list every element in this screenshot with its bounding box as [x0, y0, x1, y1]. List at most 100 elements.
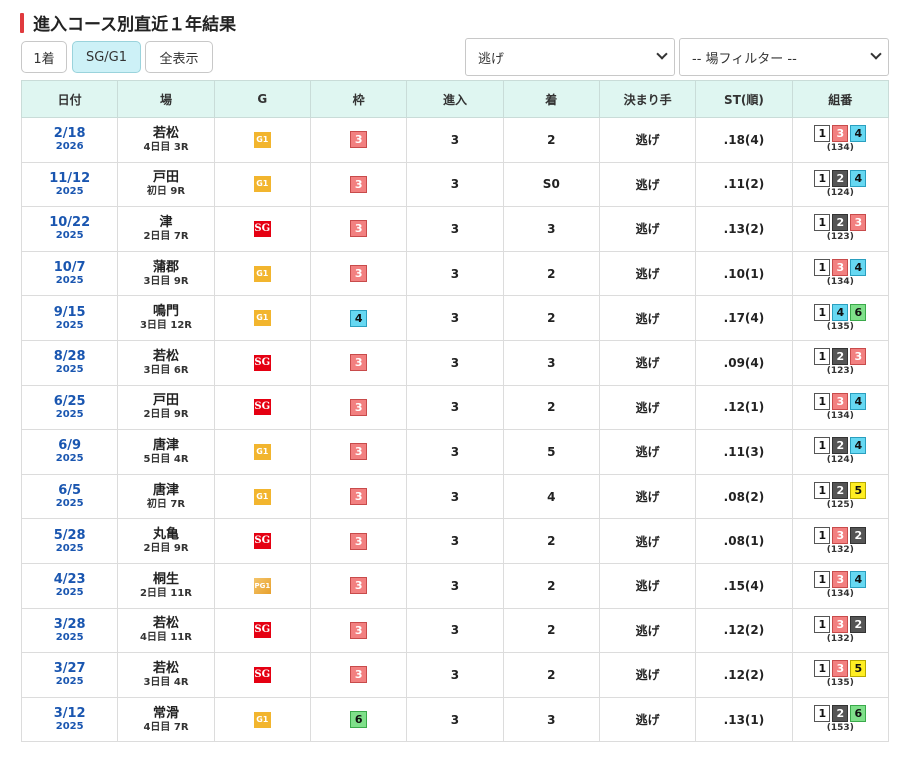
- race-year: 2025: [55, 676, 84, 688]
- race-day-number: 2日目 9R: [143, 409, 189, 421]
- combo-waku-badge: 1: [814, 526, 831, 544]
- combo-waku-badge: 1: [814, 437, 831, 455]
- kimarite-cell: 逃げ: [598, 339, 697, 386]
- grade-badge-icon: G1: [253, 176, 271, 193]
- combo-label: (134): [826, 277, 854, 288]
- venue-cell: 若松 3日目 6R: [117, 339, 215, 386]
- filter-button-first[interactable]: 1着: [21, 41, 67, 73]
- column-header-venue: 場: [117, 80, 215, 118]
- table-row[interactable]: 6/9 2025 唐津 5日目 4R G1 3 3 5 逃げ .11(3) 1 2 4 (124): [20, 429, 890, 475]
- combo-cell: 1 2 6 (153): [791, 696, 890, 743]
- table-row[interactable]: 3/12 2025 常滑 4日目 7R G1 6 3 3 逃げ .13(1) 1 2 6 (153): [20, 696, 890, 743]
- combo-label: (134): [826, 143, 854, 154]
- race-date-link[interactable]: 5/28: [53, 527, 86, 543]
- grade-badge-icon: SG: [253, 666, 271, 683]
- date-cell[interactable]: 9/15 2025: [20, 295, 119, 341]
- table-row[interactable]: 2/18 2026 若松 4日目 3R G1 3 3 2 逃げ .18(4) 1 3 4 (134): [20, 117, 890, 163]
- race-date-link[interactable]: 3/12: [53, 706, 86, 722]
- table-row[interactable]: 6/5 2025 唐津 初日 7R G1 3 3 4 逃げ .08(2) 1 2 5 (125): [20, 473, 890, 520]
- waku-badge: 6: [350, 711, 368, 729]
- st-cell: .13(2): [695, 206, 793, 252]
- table-row[interactable]: 3/28 2025 若松 4日目 11R SG 3 3 2 逃げ .12(2) 1 3 2 (132): [20, 607, 890, 654]
- combo-cell: 1 3 5 (135): [791, 652, 890, 698]
- grade-cell: G1: [213, 295, 311, 341]
- date-cell[interactable]: 4/23 2025: [20, 562, 119, 609]
- kimarite-cell: 逃げ: [598, 607, 697, 654]
- race-date-link[interactable]: 3/27: [53, 661, 86, 677]
- venue-filter-select[interactable]: -- 場フィルター --: [679, 38, 889, 76]
- waku-badge: 3: [350, 220, 368, 238]
- finish-cell: 2: [502, 250, 600, 297]
- race-date-link[interactable]: 8/28: [53, 349, 86, 365]
- combo-waku-badge: 3: [832, 392, 849, 410]
- date-cell[interactable]: 3/12 2025: [20, 696, 119, 743]
- waku-cell: 3: [309, 339, 408, 386]
- venue-name: 丸亀: [152, 527, 179, 543]
- grade-badge-icon: SG: [253, 399, 271, 416]
- race-year: 2025: [55, 453, 84, 465]
- finish-cell: 5: [502, 429, 600, 475]
- combo-waku-badge: 2: [832, 214, 849, 232]
- race-date-link[interactable]: 11/12: [49, 170, 91, 186]
- table-row[interactable]: 10/7 2025 蒲郡 3日目 9R G1 3 3 2 逃げ .10(1) 1 3 4 (134): [20, 250, 890, 297]
- table-row[interactable]: 3/27 2025 若松 3日目 4R SG 3 3 2 逃げ .12(2) 1 3 5 (135): [20, 652, 890, 698]
- date-cell[interactable]: 8/28 2025: [20, 339, 119, 386]
- race-date-link[interactable]: 6/25: [53, 393, 86, 409]
- kimarite-select[interactable]: 逃げ: [465, 38, 675, 76]
- race-date-link[interactable]: 4/23: [53, 572, 86, 588]
- grade-badge-icon: G1: [253, 265, 271, 282]
- grade-badge-icon: SG: [253, 220, 271, 237]
- column-header-kimarite: 決まり手: [598, 80, 697, 118]
- race-date-link[interactable]: 6/9: [58, 438, 82, 454]
- table-row[interactable]: 4/23 2025 桐生 2日目 11R PG1 3 3 2 逃げ .15(4) 1 3 4 (134): [20, 562, 890, 609]
- date-cell[interactable]: 10/7 2025: [20, 250, 119, 297]
- table-row[interactable]: 10/22 2025 津 2日目 7R SG 3 3 3 逃げ .13(2) 1 2 3 (123): [20, 206, 890, 252]
- waku-badge: 3: [350, 398, 368, 416]
- venue-name: 若松: [152, 125, 179, 141]
- race-date-link[interactable]: 9/15: [53, 304, 86, 320]
- date-cell[interactable]: 11/12 2025: [20, 161, 119, 208]
- venue-name: 若松: [152, 348, 179, 364]
- waku-badge: 4: [350, 309, 368, 327]
- table-row[interactable]: 5/28 2025 丸亀 2日目 9R SG 3 3 2 逃げ .08(1) 1 3 2 (132): [20, 518, 890, 564]
- combo-waku-badge: 4: [832, 303, 849, 321]
- table-row[interactable]: 9/15 2025 鳴門 3日目 12R G1 4 3 2 逃げ .17(4) 1 4 6 (135): [20, 295, 890, 341]
- date-cell[interactable]: 2/18 2026: [20, 117, 119, 163]
- date-cell[interactable]: 10/22 2025: [20, 206, 119, 252]
- table-row[interactable]: 6/25 2025 戸田 2日目 9R SG 3 3 2 逃げ .12(1) 1 3 4 (134): [20, 384, 890, 431]
- st-cell: .12(1): [695, 384, 793, 431]
- filter-button-sg-g1[interactable]: SG/G1: [72, 41, 141, 73]
- race-date-link[interactable]: 10/7: [53, 260, 86, 276]
- combo-waku-badge: 1: [814, 615, 831, 633]
- st-cell: .08(1): [695, 518, 793, 564]
- race-date-link[interactable]: 3/28: [53, 616, 86, 632]
- st-cell: .18(4): [695, 117, 793, 163]
- table-row[interactable]: 8/28 2025 若松 3日目 6R SG 3 3 3 逃げ .09(4) 1 2 3 (123): [20, 339, 890, 386]
- date-cell[interactable]: 5/28 2025: [20, 518, 119, 564]
- race-date-link[interactable]: 6/5: [58, 483, 82, 499]
- date-cell[interactable]: 6/25 2025: [20, 384, 119, 431]
- venue-cell: 唐津 初日 7R: [117, 473, 215, 520]
- grade-cell: SG: [213, 206, 311, 252]
- date-cell[interactable]: 3/27 2025: [20, 652, 119, 698]
- race-date-link[interactable]: 2/18: [53, 126, 86, 142]
- combo-waku-badge: 4: [850, 125, 867, 143]
- date-cell[interactable]: 3/28 2025: [20, 607, 119, 654]
- date-cell[interactable]: 6/5 2025: [20, 473, 119, 520]
- grade-badge-icon: SG: [253, 622, 271, 639]
- filter-button-all[interactable]: 全表示: [145, 41, 213, 73]
- date-cell[interactable]: 6/9 2025: [20, 429, 119, 475]
- table-row[interactable]: 11/12 2025 戸田 初日 9R G1 3 3 S0 逃げ .11(2) 1 2 4 (124): [20, 161, 890, 208]
- chevron-down-icon: [870, 48, 882, 60]
- finish-cell: 2: [502, 518, 600, 564]
- st-cell: .09(4): [695, 339, 793, 386]
- course-cell: 3: [406, 696, 504, 743]
- race-year: 2025: [55, 587, 84, 599]
- kimarite-cell: 逃げ: [598, 250, 697, 297]
- race-date-link[interactable]: 10/22: [49, 215, 91, 231]
- grade-cell: G1: [213, 161, 311, 208]
- grade-cell: G1: [213, 473, 311, 520]
- combo-label: (134): [826, 589, 854, 600]
- waku-badge: 3: [350, 354, 368, 372]
